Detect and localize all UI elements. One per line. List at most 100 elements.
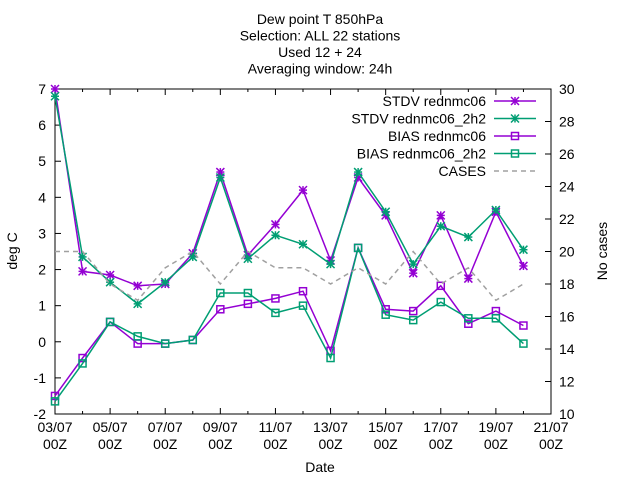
y-tick-label: 6: [38, 117, 46, 133]
data-point-3: [436, 297, 446, 307]
marker-stroke: [510, 96, 520, 106]
data-point-1: [491, 205, 501, 215]
legend-label: BIAS rednmc06_2h2: [357, 146, 486, 162]
legend-marker: [510, 149, 520, 158]
data-point-1: [326, 259, 336, 269]
y-tick-label: 5: [38, 153, 46, 169]
marker-stroke: [518, 261, 528, 271]
x-tick-label: 21/07: [533, 419, 568, 435]
data-point-2: [519, 321, 528, 330]
data-point-3: [160, 339, 170, 348]
chart-title-line: Selection: ALL 22 stations: [240, 28, 401, 44]
data-point-1: [408, 259, 418, 269]
x-tick-label: 05/07: [93, 419, 128, 435]
series-line-3: [54, 245, 524, 402]
data-point-0: [270, 219, 280, 229]
y2-tick-label: 24: [559, 179, 575, 195]
y2-tick-label: 28: [559, 114, 575, 130]
data-point-3: [78, 359, 87, 368]
x-tick-label: 15/07: [368, 419, 403, 435]
data-point-3: [298, 301, 308, 310]
data-point-2: [464, 319, 473, 328]
x-tick-label-hour: 00Z: [153, 436, 178, 452]
data-point-3: [353, 243, 363, 253]
data-point-1: [50, 91, 60, 101]
y-tick-label: 1: [38, 298, 46, 314]
data-point-3: [50, 397, 60, 406]
data-point-1: [78, 252, 88, 262]
marker-stroke: [298, 185, 308, 195]
data-point-1: [160, 277, 170, 287]
series-line-4: [55, 250, 524, 302]
y2-tick-label: 20: [559, 244, 575, 260]
data-point-3: [408, 315, 418, 325]
y2-axis-label: No cases: [594, 222, 610, 280]
x-tick-label: 09/07: [203, 419, 238, 435]
chart-title-line: Dew point T 850hPa: [257, 11, 384, 27]
data-point-0: [408, 268, 418, 278]
marker-stroke: [133, 299, 143, 309]
legend-marker: [510, 131, 520, 141]
legend-marker: [510, 96, 520, 106]
y2-tick-label: 16: [559, 309, 575, 325]
data-point-3: [464, 314, 473, 323]
data-point-0: [298, 185, 308, 195]
data-point-3: [133, 332, 142, 341]
y2-tick-label: 14: [559, 341, 575, 357]
marker-stroke: [408, 259, 418, 269]
marker-stroke: [78, 266, 88, 276]
y2-tick-label: 10: [559, 406, 575, 422]
data-point-0: [133, 281, 143, 291]
data-point-3: [216, 288, 225, 298]
data-point-0: [436, 210, 446, 220]
marker-stroke: [50, 84, 60, 94]
x-tick-label-hour: 00Z: [43, 436, 68, 452]
marker-stroke: [215, 172, 225, 183]
marker-stroke: [50, 91, 60, 101]
data-point-0: [518, 261, 528, 271]
data-point-0: [78, 266, 88, 276]
x-tick-label: 03/07: [37, 419, 72, 435]
data-point-1: [463, 232, 473, 242]
marker-stroke: [381, 207, 391, 217]
x-tick-label-hour: 00Z: [208, 436, 233, 452]
y2-tick-label: 18: [559, 276, 575, 292]
y-tick-label: 0: [38, 334, 46, 350]
data-point-3: [491, 314, 501, 323]
data-point-2: [436, 281, 446, 291]
data-point-2: [243, 299, 253, 309]
legend-label: BIAS rednmc06: [388, 128, 486, 144]
marker-stroke: [298, 239, 308, 249]
marker-stroke: [243, 254, 253, 264]
marker-stroke: [463, 274, 473, 284]
marker-stroke: [408, 268, 418, 278]
data-point-2: [298, 286, 308, 296]
x-tick-label-hour: 00Z: [318, 436, 343, 452]
chart-title-line: Averaging window: 24h: [248, 61, 393, 77]
marker-stroke: [160, 277, 170, 287]
data-point-0: [50, 84, 60, 94]
marker-stroke: [353, 167, 363, 177]
marker-stroke: [510, 113, 520, 124]
x-tick-label: 13/07: [313, 419, 348, 435]
data-point-2: [216, 305, 225, 314]
y2-tick-label: 12: [559, 374, 575, 390]
x-tick-label-hour: 00Z: [484, 436, 509, 452]
y2-tick-label: 22: [559, 211, 575, 227]
x-tick-label: 11/07: [258, 419, 292, 435]
data-point-1: [381, 207, 391, 217]
legend-marker: [510, 113, 520, 124]
x-tick-label: 07/07: [148, 419, 183, 435]
y-tick-label: 3: [38, 225, 46, 241]
marker-stroke: [270, 230, 280, 240]
legend-label: STDV rednmc06: [383, 93, 487, 109]
chart-title-line: Used 12 + 24: [278, 44, 362, 60]
x-tick-label-hour: 00Z: [263, 436, 288, 452]
data-point-1: [353, 167, 363, 177]
data-point-3: [188, 335, 198, 345]
data-point-1: [215, 172, 225, 183]
data-point-3: [519, 339, 528, 348]
y-tick-label: -1: [34, 370, 47, 386]
data-point-3: [381, 310, 390, 319]
